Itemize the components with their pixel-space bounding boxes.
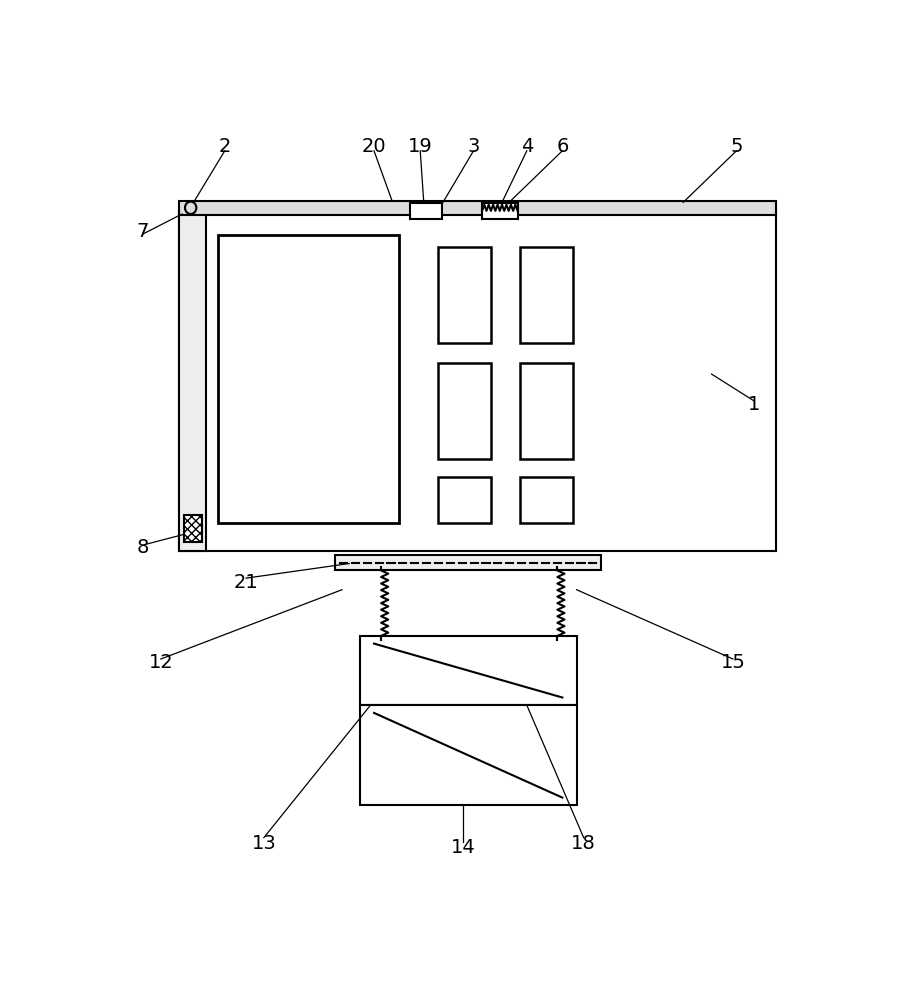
Bar	[179, 212, 776, 551]
Text: 3: 3	[468, 137, 480, 156]
Text: 12: 12	[149, 653, 173, 672]
Bar	[179, 212, 205, 551]
Text: 14: 14	[450, 838, 475, 857]
Text: 13: 13	[251, 834, 276, 853]
Text: 8: 8	[137, 538, 149, 557]
Text: 6: 6	[557, 137, 569, 156]
Text: 21: 21	[234, 572, 259, 591]
Bar	[438, 247, 492, 343]
Bar	[335, 555, 602, 570]
Bar	[520, 363, 573, 459]
Text: 19: 19	[408, 137, 433, 156]
Text: 18: 18	[571, 834, 596, 853]
Bar	[520, 477, 573, 523]
Text: 1: 1	[748, 395, 760, 414]
Text: 15: 15	[721, 653, 746, 672]
Bar	[438, 477, 492, 523]
Bar	[359, 705, 577, 805]
Bar	[520, 247, 573, 343]
Text: 7: 7	[137, 222, 149, 241]
Text: 4: 4	[521, 137, 533, 156]
Text: 20: 20	[361, 137, 386, 156]
Bar	[438, 363, 492, 459]
Bar	[410, 203, 442, 219]
Bar	[217, 235, 399, 523]
Bar	[359, 636, 577, 705]
Bar	[184, 515, 202, 542]
Text: 5: 5	[730, 137, 743, 156]
Bar	[179, 201, 776, 215]
Text: 2: 2	[218, 137, 231, 156]
Bar	[482, 203, 517, 219]
